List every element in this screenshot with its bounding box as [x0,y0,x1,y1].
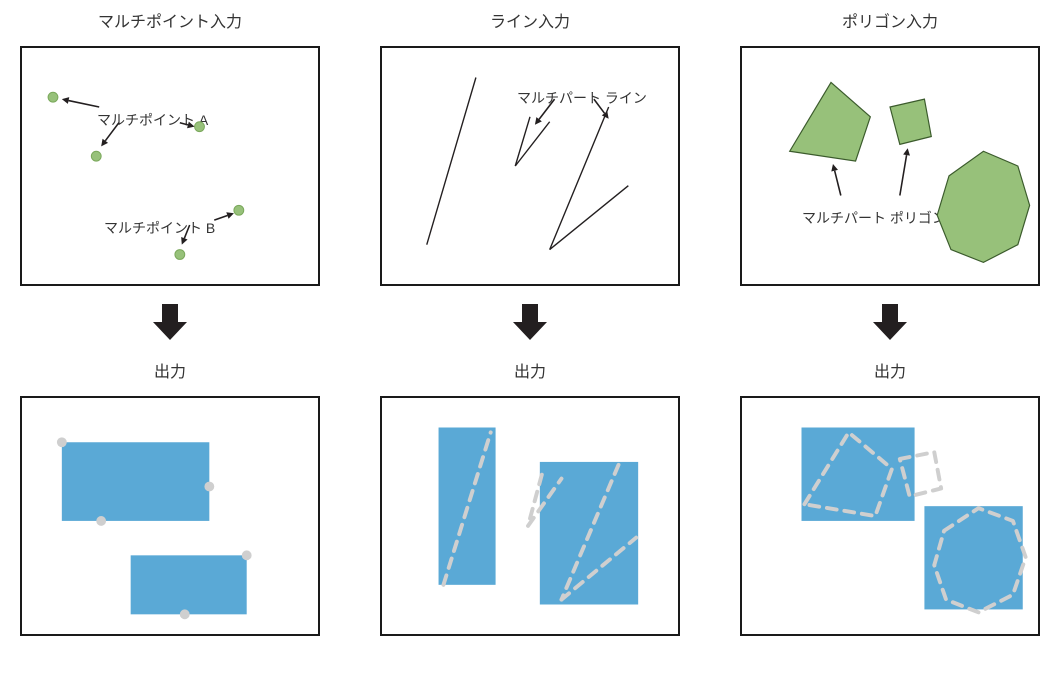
polygon-output-panel [740,396,1040,636]
polygon-input-panel: マルチパート ポリゴン [740,46,1040,286]
diagram-column: ポリゴン入力マルチパート ポリゴン出力 [740,0,1040,636]
down-arrow-icon [153,304,187,340]
flow-arrow [513,304,547,340]
flow-arrow [153,304,187,340]
diagram-column: マルチポイント入力マルチポイント Aマルチポイント B 出力 [20,0,320,636]
panel-title: ライン入力 [490,8,570,32]
down-arrow-icon [873,304,907,340]
line-output-panel [380,396,680,636]
flow-arrow [873,304,907,340]
panel-title: 出力 [514,358,546,382]
multipoint-input-panel: マルチポイント Aマルチポイント B [20,46,320,286]
panel-title: マルチポイント入力 [98,8,242,32]
down-arrow-icon [513,304,547,340]
panel-title: 出力 [154,358,186,382]
panel-title: ポリゴン入力 [842,8,938,32]
diagram-column: ライン入力マルチパート ライン出力 [380,0,680,636]
panel-title: 出力 [874,358,906,382]
line-input-panel: マルチパート ライン [380,46,680,286]
multipoint-output-panel [20,396,320,636]
